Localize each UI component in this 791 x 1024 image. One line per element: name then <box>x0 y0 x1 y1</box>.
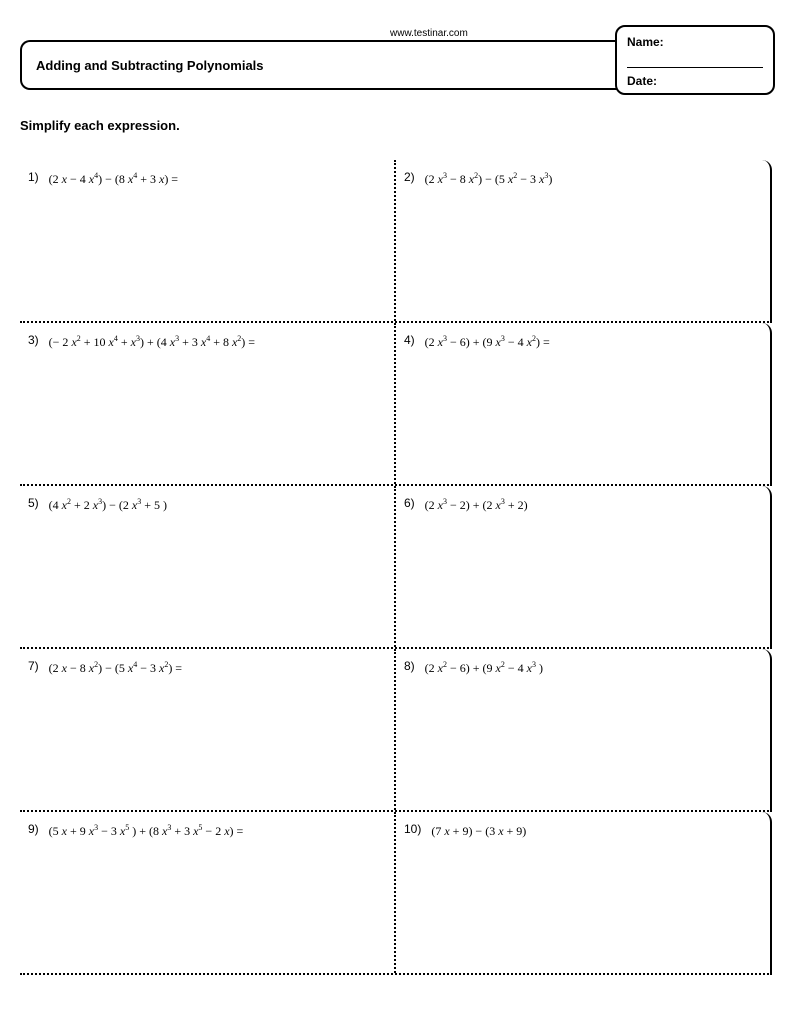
problem-expression: (2 x3 − 8 x2) − (5 x2 − 3 x3) <box>425 172 553 186</box>
problem-row: 1) (2 x − 4 x4) − (8 x4 + 3 x) = 2) (2 x… <box>20 160 772 323</box>
problem-expression: (− 2 x2 + 10 x4 + x3) + (4 x3 + 3 x4 + 8… <box>49 335 255 349</box>
worksheet-title: Adding and Subtracting Polynomials <box>36 58 634 73</box>
problem-cell: 3) (− 2 x2 + 10 x4 + x3) + (4 x3 + 3 x4 … <box>20 323 396 484</box>
instruction-text: Simplify each expression. <box>20 118 180 133</box>
problem-number: 6) <box>404 496 415 510</box>
problem-row: 5) (4 x2 + 2 x3) − (2 x3 + 5 ) 6) (2 x3 … <box>20 486 772 649</box>
name-date-box: Name: Date: <box>615 25 775 95</box>
problem-number: 9) <box>28 822 39 836</box>
problem-expression: (2 x − 8 x2) − (5 x4 − 3 x2) = <box>49 661 182 675</box>
problem-number: 10) <box>404 822 421 836</box>
problem-cell: 5) (4 x2 + 2 x3) − (2 x3 + 5 ) <box>20 486 396 647</box>
problem-row: 3) (− 2 x2 + 10 x4 + x3) + (4 x3 + 3 x4 … <box>20 323 772 486</box>
problem-expression: (2 x2 − 6) + (9 x2 − 4 x3 ) <box>425 661 543 675</box>
problem-row: 7) (2 x − 8 x2) − (5 x4 − 3 x2) = 8) (2 … <box>20 649 772 812</box>
problem-cell: 8) (2 x2 − 6) + (9 x2 − 4 x3 ) <box>396 649 772 810</box>
problem-cell: 6) (2 x3 − 2) + (2 x3 + 2) <box>396 486 772 647</box>
problem-number: 4) <box>404 333 415 347</box>
problem-number: 5) <box>28 496 39 510</box>
problem-cell: 7) (2 x − 8 x2) − (5 x4 − 3 x2) = <box>20 649 396 810</box>
title-box: Adding and Subtracting Polynomials <box>20 40 648 90</box>
problem-expression: (7 x + 9) − (3 x + 9) <box>431 824 526 838</box>
name-label: Name: <box>627 35 763 68</box>
problem-expression: (4 x2 + 2 x3) − (2 x3 + 5 ) <box>49 498 167 512</box>
problem-row: 9) (5 x + 9 x3 − 3 x5 ) + (8 x3 + 3 x5 −… <box>20 812 772 975</box>
problem-grid: 1) (2 x − 4 x4) − (8 x4 + 3 x) = 2) (2 x… <box>20 160 772 975</box>
problem-cell: 1) (2 x − 4 x4) − (8 x4 + 3 x) = <box>20 160 396 321</box>
problem-cell: 9) (5 x + 9 x3 − 3 x5 ) + (8 x3 + 3 x5 −… <box>20 812 396 973</box>
problem-expression: (5 x + 9 x3 − 3 x5 ) + (8 x3 + 3 x5 − 2 … <box>49 824 244 838</box>
problem-expression: (2 x3 − 6) + (9 x3 − 4 x2) = <box>425 335 550 349</box>
problem-cell: 10) (7 x + 9) − (3 x + 9) <box>396 812 772 973</box>
problem-number: 3) <box>28 333 39 347</box>
problem-cell: 2) (2 x3 − 8 x2) − (5 x2 − 3 x3) <box>396 160 772 321</box>
problem-expression: (2 x − 4 x4) − (8 x4 + 3 x) = <box>49 172 178 186</box>
problem-expression: (2 x3 − 2) + (2 x3 + 2) <box>425 498 528 512</box>
problem-number: 1) <box>28 170 39 184</box>
problem-cell: 4) (2 x3 − 6) + (9 x3 − 4 x2) = <box>396 323 772 484</box>
problem-number: 7) <box>28 659 39 673</box>
problem-number: 8) <box>404 659 415 673</box>
problem-number: 2) <box>404 170 415 184</box>
source-url: www.testinar.com <box>390 28 468 39</box>
date-label: Date: <box>627 74 763 88</box>
